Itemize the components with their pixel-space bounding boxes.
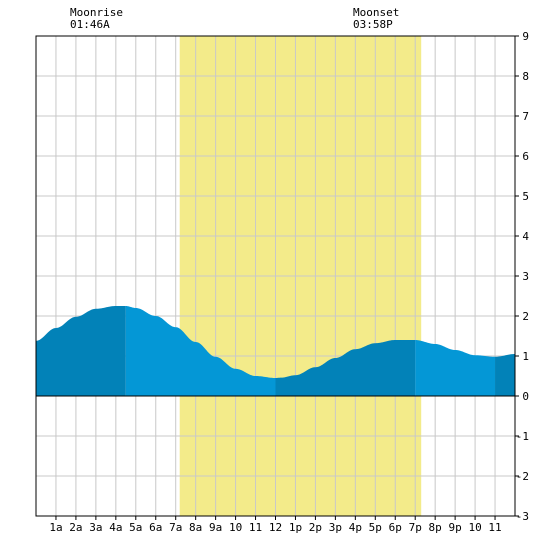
moonrise-label: Moonrise xyxy=(70,6,123,19)
x-tick-label: 6a xyxy=(149,521,162,534)
x-tick-label: 3p xyxy=(329,521,342,534)
x-tick-label: 1a xyxy=(49,521,62,534)
x-tick-label: 2a xyxy=(69,521,82,534)
x-tick-label: 5a xyxy=(129,521,142,534)
x-tick-label: 8p xyxy=(429,521,442,534)
tide-falling-segment xyxy=(125,306,276,396)
x-tick-label: 1p xyxy=(289,521,302,534)
moonset-time: 03:58P xyxy=(353,18,393,31)
y-tick-label: 5 xyxy=(522,190,529,203)
x-axis-ticks: 1a 2a 3a 4a 5a 6a 7a 8a 9a 10 11 12 1p 2p 3p 4p 5p 6p 7p 8p… xyxy=(49,516,502,534)
x-tick-label: 11 xyxy=(249,521,262,534)
y-tick-label: 4 xyxy=(522,230,529,243)
tide-rising-segment xyxy=(36,306,126,396)
tide-falling-segment xyxy=(415,340,496,396)
tide-rising-segment xyxy=(275,340,416,396)
y-axis-ticks: 9 8 7 6 5 4 3 2 1 0 -1 -2 -3 xyxy=(515,30,529,523)
grid-lines xyxy=(36,36,515,516)
y-tick-label: -3 xyxy=(516,510,529,523)
moonrise-time: 01:46A xyxy=(70,18,110,31)
y-tick-label: 6 xyxy=(522,150,529,163)
y-tick-label: -1 xyxy=(516,430,529,443)
y-tick-label: 9 xyxy=(522,30,529,43)
y-tick-label: 3 xyxy=(522,270,529,283)
y-tick-label: -2 xyxy=(516,470,529,483)
tide-rising-segment xyxy=(495,354,515,396)
x-tick-label: 2p xyxy=(309,521,322,534)
x-tick-label: 3a xyxy=(89,521,102,534)
tide-area xyxy=(36,306,515,396)
x-tick-label: 12 xyxy=(269,521,282,534)
x-tick-label: 11 xyxy=(488,521,501,534)
y-tick-label: 0 xyxy=(522,390,529,403)
y-tick-label: 7 xyxy=(522,110,529,123)
x-tick-label: 10 xyxy=(468,521,481,534)
x-tick-label: 7p xyxy=(409,521,422,534)
x-tick-label: 7a xyxy=(169,521,182,534)
x-tick-label: 5p xyxy=(369,521,382,534)
y-tick-label: 8 xyxy=(522,70,529,83)
x-tick-label: 9p xyxy=(449,521,462,534)
x-tick-label: 10 xyxy=(229,521,242,534)
x-tick-label: 6p xyxy=(389,521,402,534)
x-tick-label: 9a xyxy=(209,521,222,534)
x-tick-label: 8a xyxy=(189,521,202,534)
x-tick-label: 4a xyxy=(109,521,122,534)
moonset-label: Moonset xyxy=(353,6,399,19)
y-tick-label: 2 xyxy=(522,310,529,323)
x-tick-label: 4p xyxy=(349,521,362,534)
y-tick-label: 1 xyxy=(522,350,529,363)
